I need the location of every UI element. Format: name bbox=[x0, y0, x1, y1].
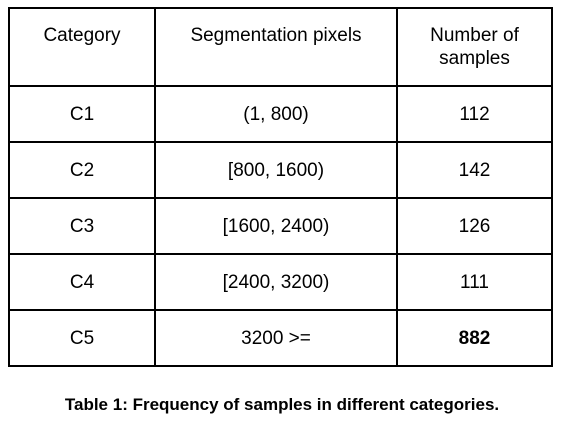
table-caption: Table 1: Frequency of samples in differe… bbox=[64, 395, 500, 414]
cell-category: C4 bbox=[8, 253, 156, 311]
table-row: C4 [2400, 3200) 111 bbox=[8, 253, 553, 311]
cell-category: C1 bbox=[8, 85, 156, 143]
table-row: C5 3200 >= 882 bbox=[8, 309, 553, 367]
header-number-of-samples: Number of samples bbox=[396, 7, 553, 87]
header-segmentation-pixels: Segmentation pixels bbox=[154, 7, 398, 87]
table-row: C1 (1, 800) 112 bbox=[8, 85, 553, 143]
cell-segmentation-pixels: [800, 1600) bbox=[154, 141, 398, 199]
table-row: C2 [800, 1600) 142 bbox=[8, 141, 553, 199]
frequency-table: Category Segmentation pixels Number of s… bbox=[8, 7, 553, 367]
data-table-container: Category Segmentation pixels Number of s… bbox=[8, 7, 553, 367]
header-number-of-samples-text: Number of samples bbox=[430, 25, 519, 69]
cell-segmentation-pixels: (1, 800) bbox=[154, 85, 398, 143]
cell-number-of-samples: 111 bbox=[396, 253, 553, 311]
cell-number-of-samples: 112 bbox=[396, 85, 553, 143]
cell-number-of-samples-highlighted: 882 bbox=[396, 309, 553, 367]
cell-category: C2 bbox=[8, 141, 156, 199]
cell-segmentation-pixels: [2400, 3200) bbox=[154, 253, 398, 311]
cell-segmentation-pixels: [1600, 2400) bbox=[154, 197, 398, 255]
cell-number-of-samples: 142 bbox=[396, 141, 553, 199]
cell-category: C5 bbox=[8, 309, 156, 367]
cell-segmentation-pixels: 3200 >= bbox=[154, 309, 398, 367]
cell-number-of-samples: 126 bbox=[396, 197, 553, 255]
table-header-row: Category Segmentation pixels Number of s… bbox=[8, 7, 553, 87]
table-row: C3 [1600, 2400) 126 bbox=[8, 197, 553, 255]
header-category: Category bbox=[8, 7, 156, 87]
cell-category: C3 bbox=[8, 197, 156, 255]
